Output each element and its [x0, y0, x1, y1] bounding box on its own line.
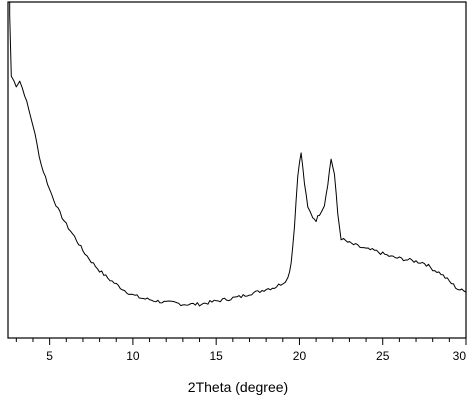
- diffraction-curve: [9, 2, 467, 307]
- x-tick-label: 5: [46, 349, 53, 363]
- x-axis-title: 2Theta (degree): [188, 379, 288, 395]
- x-tick-label: 20: [293, 349, 307, 363]
- x-axis-ticks: [15, 338, 467, 345]
- x-tick-label: 10: [126, 349, 140, 363]
- x-tick-label: 30: [453, 349, 467, 363]
- plot-frame: [7, 1, 467, 339]
- x-tick-label: 15: [210, 349, 224, 363]
- x-axis-tick-labels: 5 10 15 20 25 30: [46, 349, 466, 363]
- x-tick-label: 25: [376, 349, 390, 363]
